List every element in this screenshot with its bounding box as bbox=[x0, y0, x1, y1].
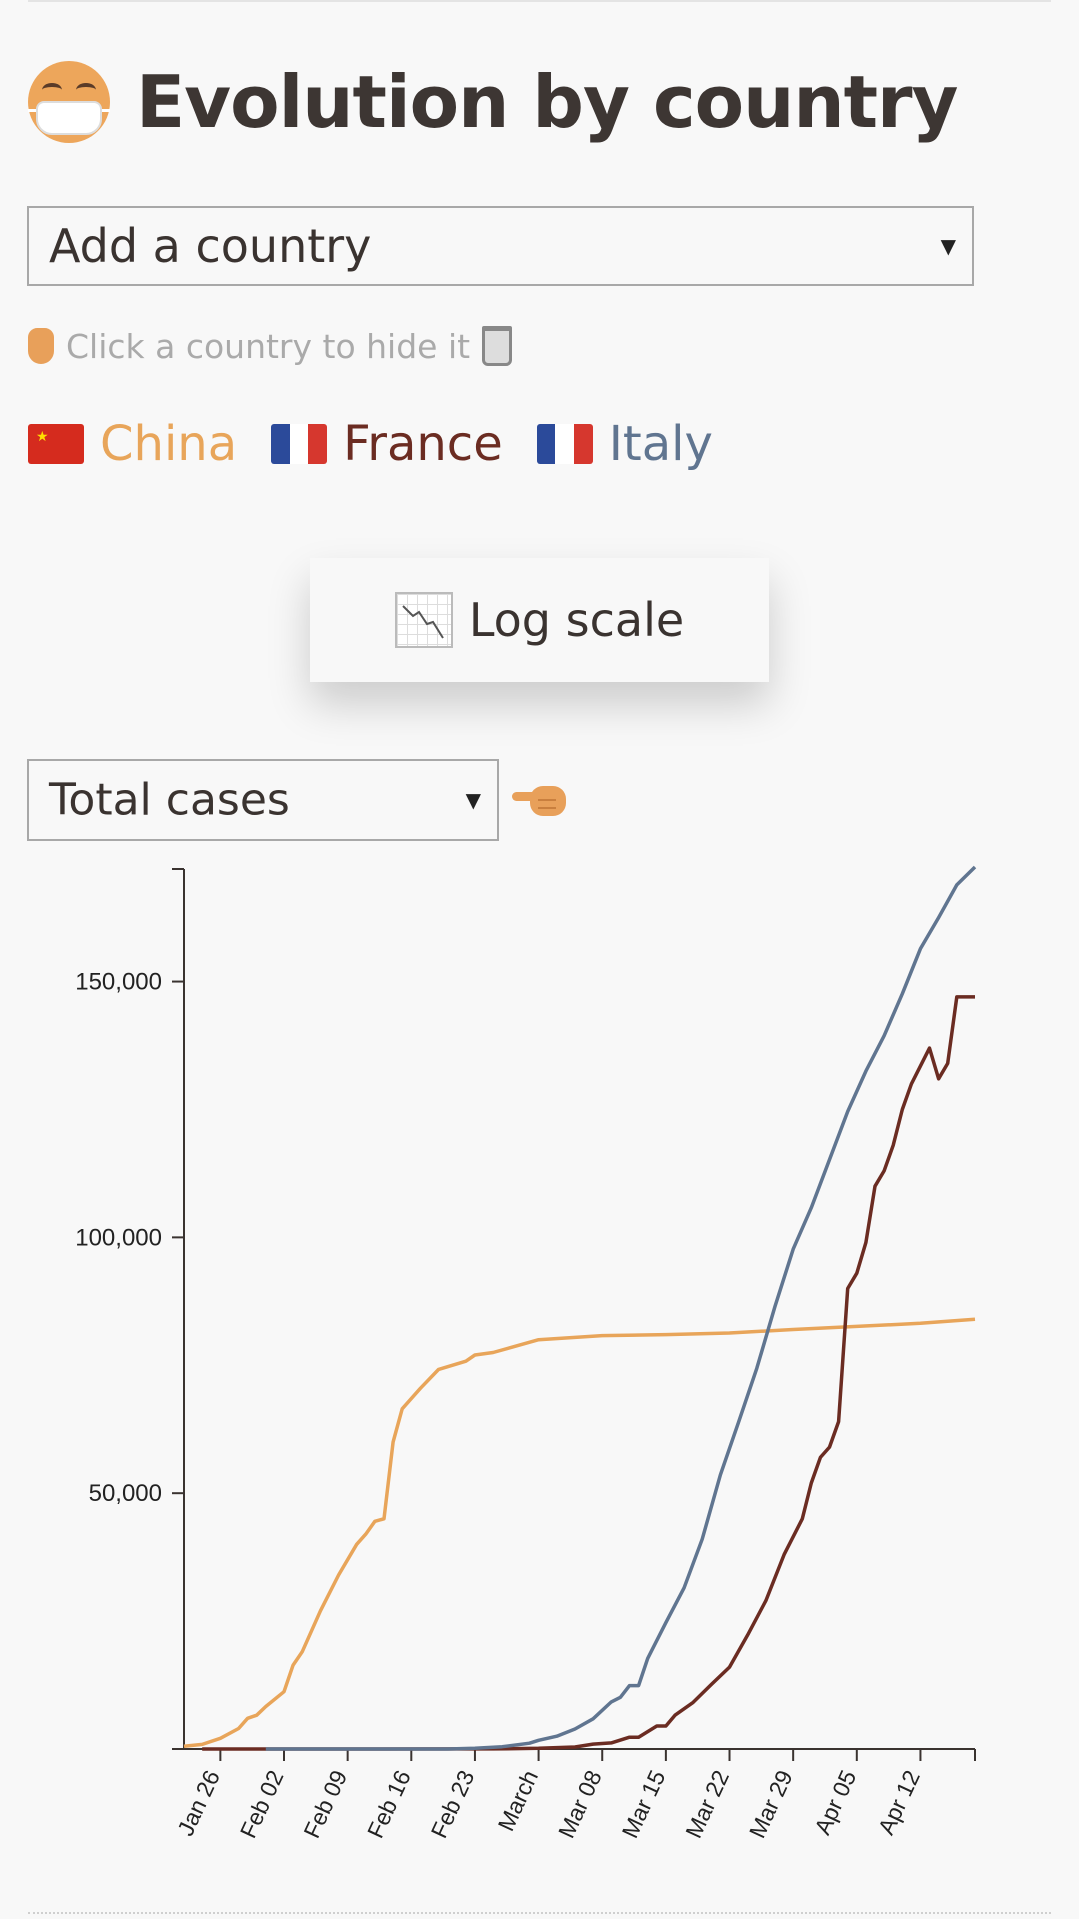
dropdown-arrow-icon: ▼ bbox=[465, 788, 481, 812]
log-scale-button[interactable]: Log scale bbox=[310, 558, 769, 682]
x-tick-label: Feb 02 bbox=[235, 1766, 289, 1842]
x-tick-label: Mar 15 bbox=[617, 1766, 671, 1842]
country-list: ★ China France Italy bbox=[28, 416, 747, 472]
x-tick-label: Apr 05 bbox=[809, 1766, 861, 1838]
cn-flag-icon: ★ bbox=[28, 424, 84, 464]
chart-decreasing-icon bbox=[394, 592, 453, 648]
country-name: China bbox=[100, 416, 238, 472]
add-country-select[interactable]: Add a country ▼ bbox=[27, 206, 974, 286]
hint-text: Click a country to hide it bbox=[66, 326, 471, 366]
page-title: Evolution by country bbox=[136, 60, 958, 144]
x-tick-label: Mar 22 bbox=[680, 1766, 734, 1842]
y-tick-label: 150,000 bbox=[75, 969, 162, 996]
series-line-france bbox=[202, 995, 975, 1751]
trash-icon bbox=[482, 326, 513, 366]
hand-pointing-left-icon bbox=[512, 786, 566, 816]
it-flag-icon bbox=[536, 424, 593, 464]
y-tick-label: 50,000 bbox=[89, 1480, 162, 1507]
x-tick-label: Mar 29 bbox=[744, 1766, 798, 1842]
country-name: France bbox=[343, 416, 503, 472]
bottom-divider bbox=[28, 1912, 1051, 1914]
top-divider bbox=[28, 0, 1051, 2]
metric-select[interactable]: Total cases ▼ bbox=[27, 759, 499, 841]
log-scale-label: Log scale bbox=[468, 593, 685, 647]
x-tick-label: March bbox=[493, 1766, 544, 1835]
series-line-italy bbox=[265, 865, 977, 1751]
dropdown-arrow-icon: ▼ bbox=[940, 234, 956, 258]
x-tick-label: Jan 26 bbox=[172, 1766, 225, 1840]
x-tick-label: Feb 23 bbox=[426, 1766, 480, 1842]
x-tick-label: Mar 08 bbox=[553, 1766, 607, 1842]
face-with-mask-icon bbox=[28, 61, 110, 143]
hint: Click a country to hide it bbox=[28, 326, 513, 366]
y-tick-label: 100,000 bbox=[75, 1224, 162, 1251]
page-header: Evolution by country bbox=[28, 60, 958, 144]
hand-pointing-down-icon bbox=[28, 328, 54, 364]
x-tick-label: Feb 16 bbox=[362, 1766, 416, 1842]
country-france[interactable]: France bbox=[271, 416, 503, 472]
country-china[interactable]: ★ China bbox=[28, 416, 237, 472]
x-tick-label: Feb 09 bbox=[298, 1766, 352, 1842]
country-name: Italy bbox=[608, 416, 713, 472]
country-italy[interactable]: Italy bbox=[536, 416, 713, 472]
x-tick-label: Apr 12 bbox=[873, 1766, 925, 1838]
metric-selected: Total cases bbox=[49, 774, 290, 826]
add-country-label: Add a country bbox=[49, 219, 372, 273]
fr-flag-icon bbox=[271, 424, 328, 464]
series-line-china bbox=[183, 1317, 976, 1748]
